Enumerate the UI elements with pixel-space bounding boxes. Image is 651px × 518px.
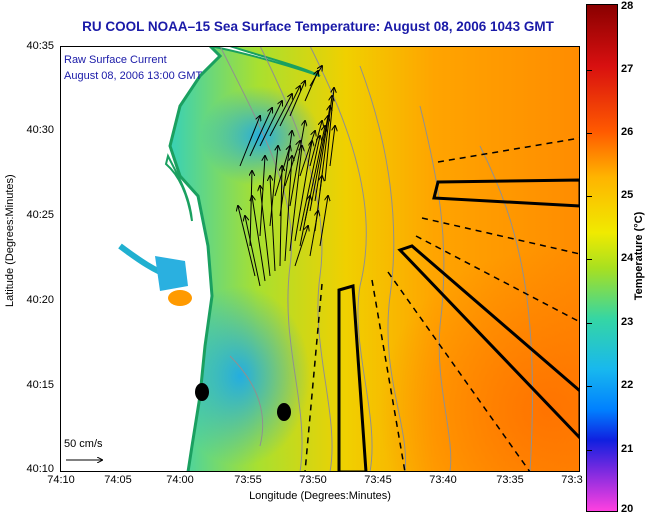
colorbar-tick: 26 xyxy=(621,126,634,138)
scale-label: 50 cm/s xyxy=(64,438,103,450)
y-axis-label: Latitude (Degrees:Minutes) xyxy=(4,174,16,307)
x-tick-label: 73:50 xyxy=(299,474,327,486)
y-tick-label: 40:30 xyxy=(26,124,54,136)
colorbar xyxy=(586,4,618,512)
colorbar-tick: 21 xyxy=(621,443,634,455)
x-tick-label: 73:40 xyxy=(429,474,457,486)
x-tick-label: 73:45 xyxy=(364,474,392,486)
station-marker xyxy=(195,383,209,401)
y-tick-label: 40:25 xyxy=(26,209,54,221)
x-tick-label: 74:00 xyxy=(166,474,194,486)
colorbar-tick: 24 xyxy=(621,252,634,264)
ny-coast xyxy=(209,46,321,77)
y-tick-label: 40:15 xyxy=(26,379,54,391)
colorbar-tickmark xyxy=(586,70,592,71)
x-tick-label: 73:55 xyxy=(234,474,262,486)
colorbar-tickmark xyxy=(586,259,592,260)
inlet-water xyxy=(155,256,188,291)
x-tick-label: 74:05 xyxy=(104,474,132,486)
station-marker xyxy=(277,403,291,421)
x-tick-label: 74:10 xyxy=(47,474,75,486)
colorbar-tickmark xyxy=(586,386,592,387)
colorbar-tick: 23 xyxy=(621,316,634,328)
land-speckles xyxy=(144,436,168,459)
colorbar-tickmark xyxy=(586,323,592,324)
sst-map xyxy=(60,46,580,472)
legend-current-title: Raw Surface Current xyxy=(64,54,167,66)
warm-inlet xyxy=(168,290,192,306)
map-frame xyxy=(60,46,580,472)
current-vectors xyxy=(238,66,335,287)
colorbar-tick: 27 xyxy=(621,63,634,75)
colorbar-tick: 22 xyxy=(621,379,634,391)
x-axis-label: Longitude (Degrees:Minutes) xyxy=(249,490,391,502)
y-tick-label: 40:20 xyxy=(26,294,54,306)
colorbar-tickmark xyxy=(586,196,592,197)
legend-current-date: August 08, 2006 13:00 GMT xyxy=(64,70,203,82)
y-tick-label: 40:10 xyxy=(26,463,54,475)
colorbar-tickmark xyxy=(586,450,592,451)
map-title: RU COOL NOAA–15 Sea Surface Temperature:… xyxy=(82,19,554,34)
colorbar-tick: 20 xyxy=(621,503,634,515)
colorbar-tick: 28 xyxy=(621,0,634,12)
sandy-hook xyxy=(164,153,193,222)
colorbar-tickmark xyxy=(586,133,592,134)
dashed-transects xyxy=(304,137,580,472)
survey-boxes xyxy=(337,178,580,472)
colorbar-label: Temperature (°C) xyxy=(633,211,645,301)
warm-region xyxy=(310,186,580,472)
bathymetry-contours xyxy=(219,46,534,472)
y-tick-label: 40:35 xyxy=(26,40,54,52)
x-tick-label: 73:3 xyxy=(561,474,583,486)
colorbar-tick: 25 xyxy=(621,189,634,201)
x-tick-label: 73:35 xyxy=(496,474,524,486)
